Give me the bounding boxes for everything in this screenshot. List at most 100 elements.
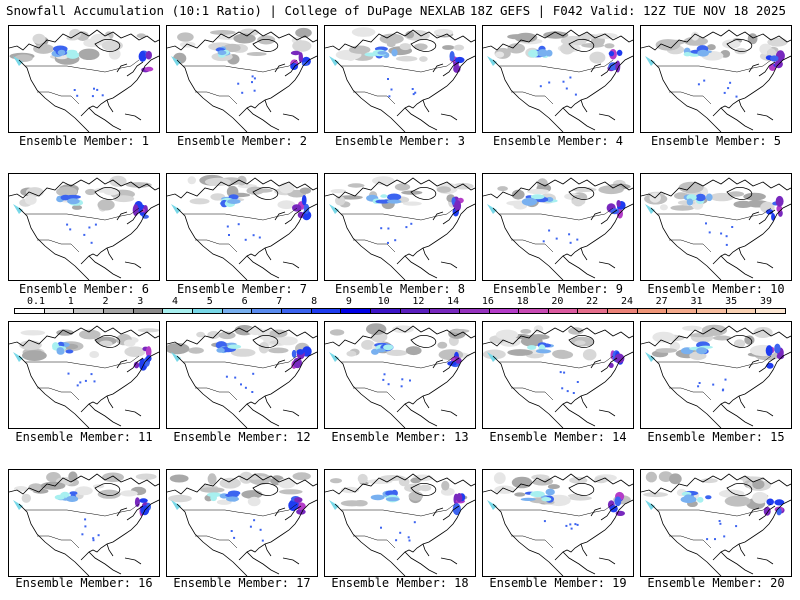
snow-cover-shading [651, 324, 780, 361]
ensemble-member-label: Ensemble Member: 5 [650, 134, 782, 148]
map-title: Snowfall Accumulation (10:1 Ratio) | Col… [6, 3, 466, 18]
coastlines [641, 177, 791, 280]
north-america-map [167, 471, 317, 576]
coastlines [167, 325, 317, 428]
ensemble-map-panel [8, 173, 160, 281]
legend-tick-label: 4 [171, 296, 179, 307]
coastlines [325, 473, 475, 576]
legend-tick-label: 8 [311, 296, 318, 307]
legend-swatch [726, 309, 757, 313]
coastlines [9, 177, 159, 280]
borders [657, 355, 772, 401]
north-america-map [641, 29, 791, 132]
legend-tick-label: 0.1 [26, 296, 46, 307]
north-america-map [167, 174, 317, 280]
ensemble-member-label: Ensemble Member: 11 [15, 430, 153, 444]
legend-swatch [163, 309, 193, 313]
ensemble-member-label: Ensemble Member: 15 [647, 430, 785, 444]
legend-tick-label: 27 [655, 296, 668, 307]
north-america-map [9, 471, 159, 576]
snowfall-shading [487, 194, 626, 244]
coastlines [9, 29, 159, 132]
legend-swatch [756, 309, 786, 313]
snowfall-shading [171, 46, 311, 94]
legend-tick-label: 5 [206, 296, 213, 307]
legend-tick-label: 6 [241, 296, 248, 307]
legend-tick-label: 18 [516, 296, 529, 307]
north-america-map [325, 27, 475, 132]
coastlines [483, 29, 633, 132]
snow-cover-shading [335, 27, 465, 62]
ensemble-map-panel [324, 469, 476, 577]
legend-swatch [281, 309, 312, 313]
snow-cover-shading [168, 471, 311, 507]
legend-swatch [252, 309, 282, 313]
snowfall-shading [645, 490, 785, 541]
legend-swatch [667, 309, 698, 313]
legend-tick-label: 7 [276, 296, 283, 307]
coastlines [483, 325, 633, 428]
north-america-map [483, 177, 633, 280]
snow-cover-shading [643, 471, 771, 510]
borders [25, 503, 140, 549]
legend-tick-label: 14 [447, 296, 460, 307]
legend-swatch [103, 309, 134, 313]
snowfall-shading [171, 194, 312, 241]
ensemble-map-panel [8, 321, 160, 429]
borders [183, 355, 298, 401]
legend-tick-label: 1 [67, 296, 74, 307]
borders [341, 59, 456, 105]
ensemble-member-label: Ensemble Member: 20 [647, 576, 785, 590]
north-america-map [167, 325, 317, 428]
ensemble-member-label: Ensemble Member: 12 [173, 430, 311, 444]
coastlines [167, 473, 317, 576]
legend-tick-label: 10 [377, 296, 390, 307]
ensemble-map-panel [8, 469, 160, 577]
legend-swatch [222, 309, 253, 313]
snowfall-shading [645, 341, 785, 392]
ensemble-map-panel [640, 321, 792, 429]
ensemble-member-label: Ensemble Member: 13 [331, 430, 469, 444]
legend-swatch [341, 309, 371, 313]
legend-swatch [459, 309, 490, 313]
coastlines [641, 325, 791, 428]
borders [657, 59, 772, 105]
snow-cover-shading [329, 323, 470, 361]
coastlines [167, 177, 317, 280]
north-america-map [483, 325, 633, 428]
legend-swatch [519, 309, 549, 313]
ensemble-member-label: Ensemble Member: 17 [173, 576, 311, 590]
ensemble-map-panel [482, 321, 634, 429]
coastlines [167, 29, 317, 132]
snowfall-legend: 0.1 1 2 3 4 5 6 7 8 9 10 12 14 16 18 20 22 24 27 31 35 39 [14, 296, 786, 320]
coastlines [9, 473, 159, 576]
ensemble-map-panel [166, 321, 318, 429]
borders [499, 207, 614, 253]
borders [183, 59, 298, 105]
legend-swatch [192, 309, 223, 313]
legend-swatch [578, 309, 609, 313]
legend-tick-label: 39 [759, 296, 773, 307]
north-america-map [641, 471, 791, 576]
legend-swatch [400, 309, 431, 313]
legend-tick-label: 35 [725, 296, 738, 307]
ensemble-member-label: Ensemble Member: 1 [18, 134, 150, 148]
ensemble-map-panel [8, 25, 160, 133]
borders [499, 59, 614, 105]
ensemble-member-label: Ensemble Member: 10 [647, 282, 785, 296]
north-america-map [9, 175, 159, 280]
legend-swatch [697, 309, 727, 313]
borders [341, 355, 456, 401]
legend-swatch [44, 309, 75, 313]
coastlines [325, 29, 475, 132]
ensemble-member-label: Ensemble Member: 14 [489, 430, 627, 444]
north-america-map [9, 28, 159, 132]
ensemble-map-panel [640, 25, 792, 133]
legend-swatch [74, 309, 104, 313]
north-america-map [483, 29, 633, 132]
snowfall-shading [329, 342, 462, 388]
borders [341, 503, 456, 549]
legend-labels: 0.1 1 2 3 4 5 6 7 8 9 10 12 14 16 18 20 22 24 27 31 35 39 [14, 296, 786, 308]
ensemble-member-label: Ensemble Member: 9 [492, 282, 624, 296]
coastlines [641, 29, 791, 132]
